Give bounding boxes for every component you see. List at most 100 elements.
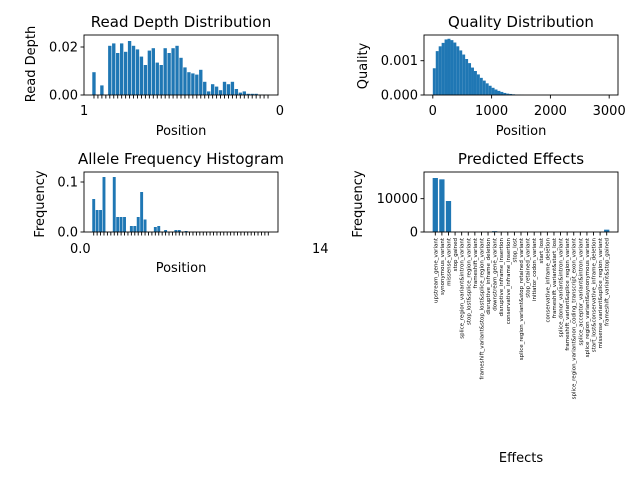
predicted-effects-axes-frame bbox=[423, 171, 619, 233]
quality-bars bbox=[432, 38, 524, 95]
effect-category-label: conservative_inframe_insertion bbox=[506, 237, 512, 324]
effect-category-label: splice_region_variant&non_coding_transcr… bbox=[572, 237, 578, 399]
effect-category-label: downstream_gene_variant bbox=[493, 237, 499, 311]
bar bbox=[184, 231, 188, 232]
bar bbox=[108, 45, 112, 95]
bar bbox=[187, 72, 191, 95]
bar bbox=[157, 226, 161, 232]
bar bbox=[133, 226, 137, 232]
bar bbox=[441, 42, 445, 95]
x-tick-label: 2000 bbox=[534, 104, 567, 119]
bar bbox=[468, 63, 472, 95]
bar bbox=[222, 81, 227, 95]
bar bbox=[494, 89, 498, 95]
bar bbox=[191, 73, 195, 95]
bar bbox=[143, 65, 148, 95]
x-tick-label: 1000 bbox=[475, 104, 508, 119]
x-tick-label: 0 bbox=[429, 104, 437, 119]
bar bbox=[119, 43, 124, 95]
effect-category-label: synonymous_variant bbox=[440, 237, 446, 295]
bar bbox=[203, 81, 207, 95]
bar bbox=[123, 217, 126, 232]
bar bbox=[479, 77, 483, 95]
bar bbox=[445, 201, 452, 232]
bar bbox=[471, 67, 474, 95]
bar bbox=[473, 71, 477, 95]
read-depth-panel: Read Depth Distribution Position Read De… bbox=[24, 13, 284, 139]
bar bbox=[435, 51, 439, 95]
bar bbox=[476, 74, 480, 95]
bar bbox=[92, 199, 96, 232]
quality-axes-frame bbox=[423, 34, 619, 96]
bar bbox=[174, 230, 178, 232]
y-tick-label: 0.02 bbox=[49, 41, 78, 56]
effect-category-label: splice_acceptor_variant&intron_variant bbox=[578, 237, 584, 345]
effect-category-label: stop_lost&splice_region_variant bbox=[466, 237, 472, 325]
bar bbox=[112, 177, 116, 232]
bar bbox=[450, 40, 454, 95]
effect-category-label: frameshift_variant&stop_gained bbox=[605, 238, 611, 326]
allele-frequency-bars bbox=[92, 177, 188, 232]
predicted-effects-panel: Predicted Effects Effects Frequency 0 100… bbox=[351, 150, 619, 466]
bar bbox=[453, 42, 457, 95]
bar bbox=[604, 229, 610, 232]
effect-category-label: frameshift_variant bbox=[473, 237, 479, 288]
effect-category-label: initiator_codon_variant bbox=[532, 237, 538, 301]
bar bbox=[163, 48, 167, 95]
bar bbox=[177, 230, 181, 232]
bar bbox=[102, 177, 106, 232]
effect-category-label: missense_variant&splice_region_variant bbox=[598, 237, 604, 348]
bar bbox=[230, 81, 235, 95]
predicted-effects-ticks: 0 10000 upstream_gene_variant synonymous_va… bbox=[377, 192, 611, 399]
bar bbox=[234, 89, 239, 95]
bar bbox=[167, 53, 171, 95]
read-depth-title: Read Depth Distribution bbox=[91, 13, 271, 31]
bar bbox=[254, 93, 258, 95]
bar bbox=[485, 83, 489, 95]
bar bbox=[151, 48, 155, 95]
bar bbox=[238, 92, 243, 95]
bar bbox=[459, 50, 463, 95]
allele-frequency-first-xtick: 0.0 bbox=[70, 242, 91, 257]
allele-frequency-xlabel: Position bbox=[156, 261, 207, 276]
effect-category-label: frameshift_variant&stop_lost&splice_regi… bbox=[479, 237, 485, 379]
effect-category-label: splice_region_variant&intron_variant bbox=[460, 237, 466, 339]
bar bbox=[242, 91, 246, 95]
bar bbox=[127, 41, 132, 95]
bar bbox=[129, 226, 133, 232]
bar bbox=[147, 50, 152, 95]
bar bbox=[246, 93, 250, 95]
bar bbox=[462, 54, 466, 95]
bar bbox=[116, 217, 120, 232]
bar bbox=[131, 45, 136, 95]
y-tick-label: 0 bbox=[410, 226, 418, 241]
bar bbox=[175, 45, 179, 95]
bar bbox=[439, 179, 445, 232]
effect-category-label: frameshift_variant&splice_region_variant bbox=[565, 237, 571, 351]
bar bbox=[153, 227, 157, 232]
predicted-effects-bars bbox=[432, 178, 610, 232]
allele-frequency-last-xtick: 14 bbox=[312, 242, 329, 257]
bar bbox=[143, 219, 147, 232]
bar bbox=[506, 93, 510, 95]
bar bbox=[444, 39, 448, 95]
effect-category-label: disruptive_inframe_deletion bbox=[486, 237, 492, 314]
y-tick-label: 0.000 bbox=[381, 89, 418, 104]
effect-category-label: disruptive_inframe_insertion bbox=[499, 238, 505, 317]
bar bbox=[199, 69, 203, 95]
bar bbox=[159, 65, 163, 95]
quality-xlabel: Position bbox=[496, 124, 547, 139]
bar bbox=[465, 59, 469, 95]
bar bbox=[99, 210, 103, 232]
quality-ylabel: Quality bbox=[356, 42, 371, 89]
bar bbox=[135, 49, 140, 95]
bar bbox=[155, 62, 159, 95]
quality-panel: Quality Distribution Position Quality 0 1… bbox=[356, 13, 626, 139]
bar bbox=[482, 80, 486, 95]
bar bbox=[500, 91, 504, 95]
allele-frequency-panel: Allele Frequency Histogram Position Freq… bbox=[33, 150, 329, 276]
allele-frequency-ylabel: Frequency bbox=[33, 170, 48, 237]
bar bbox=[112, 43, 116, 95]
bar bbox=[136, 217, 140, 232]
effect-category-label: missense_variant bbox=[446, 237, 452, 286]
